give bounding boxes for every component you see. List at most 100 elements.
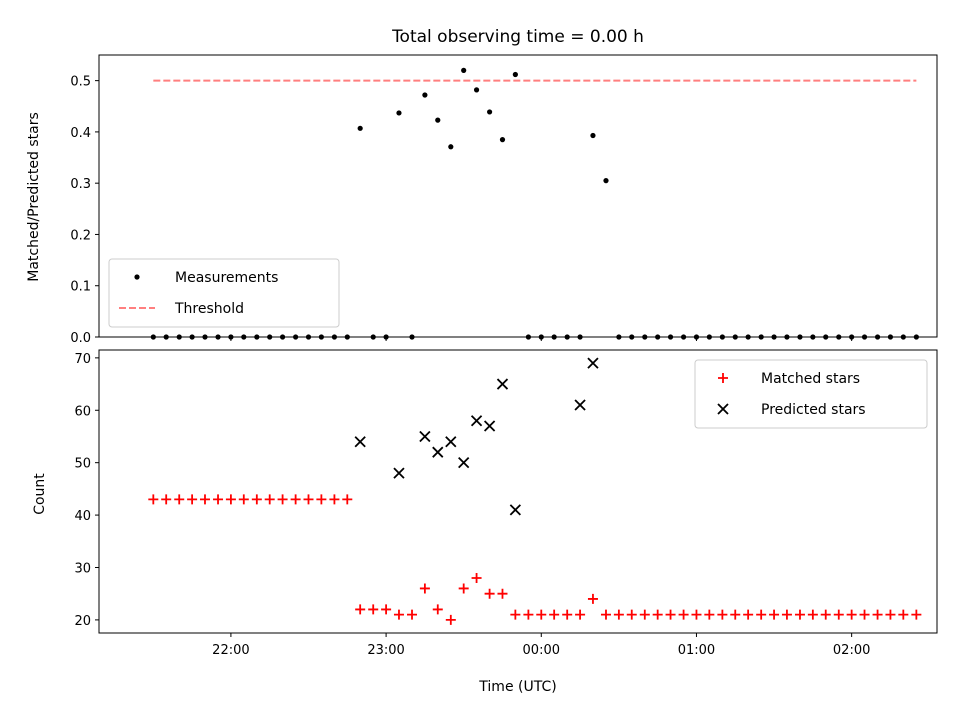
y-tick-label-1-5: 70 [74, 352, 91, 367]
x-tick-label-2: 00:00 [523, 643, 560, 658]
point-x-1-4 [445, 436, 457, 448]
x-tick-label-4: 02:00 [833, 643, 870, 658]
point-plus-1-44 [717, 609, 728, 620]
panel-1-frame [98, 349, 938, 634]
point-plus-1-57 [885, 609, 896, 620]
legend-1-label-1: Predicted stars [761, 402, 866, 418]
point-plus-1-34 [587, 593, 598, 604]
point-plus-1-37 [626, 609, 637, 620]
y-tick-label-1-3: 50 [74, 457, 91, 472]
point-x-1-0 [354, 436, 366, 448]
point-plus-1-40 [665, 609, 676, 620]
point-plus-1-42 [691, 609, 702, 620]
legend-1-handle-0 [718, 373, 728, 383]
point-plus-1-5 [213, 494, 224, 505]
point-x-1-6 [470, 415, 483, 427]
point-plus-1-56 [872, 609, 883, 620]
point-plus-1-31 [549, 609, 560, 620]
point-plus-1-1 [161, 494, 172, 505]
point-plus-1-2 [174, 494, 185, 505]
point-dot-0-25 [473, 87, 480, 93]
point-plus-1-9 [264, 494, 275, 505]
x-axis-label: Time (UTC) [478, 679, 556, 695]
point-dot-0-28 [512, 71, 518, 78]
point-plus-1-25 [471, 572, 482, 583]
point-plus-1-27 [497, 588, 508, 599]
y-tick-label-0-2: 0.2 [70, 228, 91, 243]
point-plus-1-59 [911, 609, 922, 620]
point-plus-1-6 [225, 494, 236, 505]
point-plus-1-26 [484, 588, 495, 599]
y-tick-label-0-1: 0.1 [70, 280, 91, 295]
point-plus-1-22 [432, 604, 443, 615]
point-plus-1-53 [833, 609, 844, 620]
point-plus-1-19 [393, 609, 404, 620]
point-plus-1-21 [419, 583, 430, 594]
legend-1-box [694, 359, 928, 429]
legend-1: Matched stars Predicted stars [694, 359, 928, 429]
point-plus-1-12 [303, 494, 314, 505]
point-plus-1-43 [704, 609, 715, 620]
point-plus-1-10 [277, 494, 288, 505]
y-tick-label-1-1: 30 [74, 561, 91, 576]
y-tick-label-0-0: 0.0 [70, 331, 91, 346]
point-plus-1-58 [898, 609, 909, 620]
point-dot-0-27 [499, 137, 506, 143]
point-plus-1-24 [458, 583, 469, 594]
panel-0-frame [98, 54, 938, 338]
point-x-1-1 [393, 467, 405, 479]
point-plus-1-38 [639, 609, 650, 620]
point-x-1-3 [432, 446, 444, 458]
point-plus-1-18 [381, 604, 392, 615]
legend-0: Measurements Threshold [108, 258, 340, 328]
point-plus-1-16 [355, 604, 366, 615]
point-plus-1-52 [820, 609, 831, 620]
point-plus-1-35 [600, 609, 611, 620]
chart-title: Total observing time = 0.00 h [391, 27, 644, 47]
y-tick-label-1-2: 40 [74, 509, 91, 524]
point-plus-1-39 [652, 609, 663, 620]
point-plus-1-49 [781, 609, 792, 620]
point-plus-1-23 [445, 614, 456, 625]
legend-1-handle-1 [717, 403, 729, 415]
point-plus-1-29 [523, 609, 534, 620]
point-dot-0-24 [461, 67, 467, 73]
legend-0-label-0: Measurements [175, 270, 278, 286]
point-plus-1-11 [290, 494, 301, 505]
point-plus-1-20 [407, 609, 418, 620]
legend-1-label-0: Matched stars [761, 371, 860, 387]
point-plus-1-46 [743, 609, 754, 620]
point-x-1-10 [574, 399, 586, 411]
x-tick-label-3: 01:00 [678, 643, 715, 658]
point-x-1-8 [496, 378, 509, 390]
point-plus-1-15 [342, 494, 353, 505]
point-plus-1-36 [613, 609, 624, 620]
point-plus-1-47 [756, 609, 767, 620]
point-plus-1-48 [769, 609, 780, 620]
point-plus-1-13 [316, 494, 327, 505]
point-plus-1-3 [187, 494, 198, 505]
point-plus-1-8 [251, 494, 262, 505]
point-plus-1-50 [794, 609, 805, 620]
point-plus-1-32 [562, 609, 573, 620]
y-tick-label-0-3: 0.3 [70, 177, 91, 192]
point-plus-1-0 [148, 494, 159, 505]
bottom-y-axis-label: Count [32, 473, 48, 515]
x-tick-label-1: 23:00 [367, 643, 404, 658]
point-dot-0-21 [422, 92, 428, 98]
point-x-1-11 [587, 357, 599, 369]
point-dot-0-35 [603, 178, 609, 184]
y-tick-label-1-0: 20 [74, 614, 91, 629]
point-dot-0-22 [435, 117, 441, 123]
point-plus-1-51 [807, 609, 818, 620]
point-plus-1-17 [368, 604, 379, 615]
legend-0-box [108, 258, 340, 328]
point-plus-1-55 [859, 609, 870, 620]
point-plus-1-30 [536, 609, 547, 620]
point-dot-0-23 [448, 144, 454, 150]
point-dot-0-19 [396, 110, 402, 116]
point-x-1-2 [419, 430, 431, 443]
point-x-1-5 [458, 457, 470, 469]
y-tick-label-0-4: 0.4 [70, 126, 91, 141]
